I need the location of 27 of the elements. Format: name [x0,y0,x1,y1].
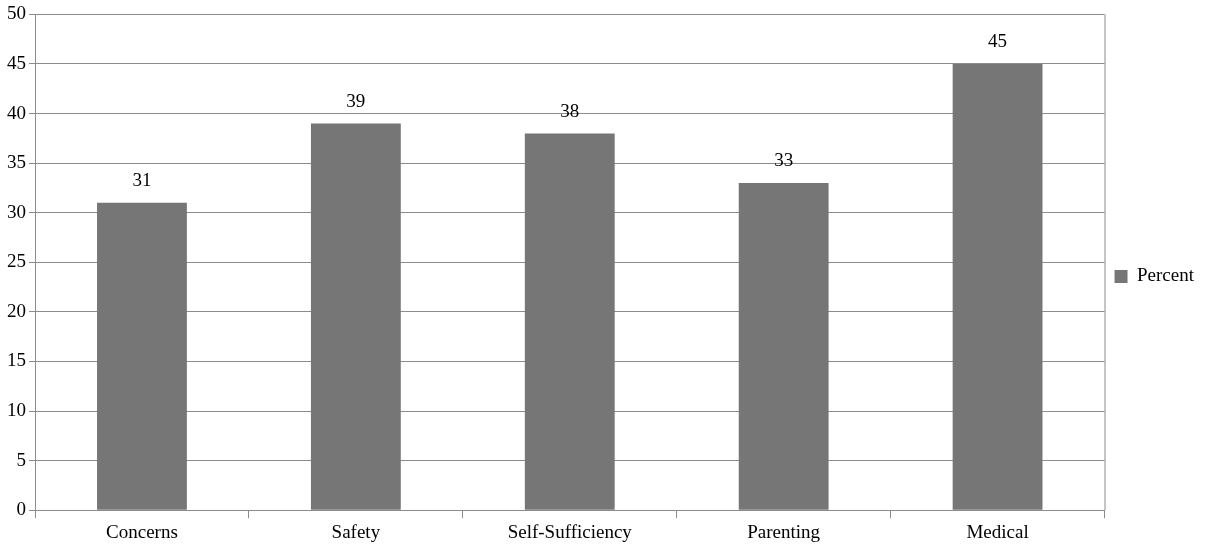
y-tick-label: 45 [7,51,26,73]
data-label: 33 [774,149,794,171]
y-tick-label: 40 [7,101,26,123]
bar [952,63,1043,510]
x-tick-label: Safety [331,520,381,542]
data-label: 38 [560,99,580,121]
y-tick-label: 15 [7,349,26,371]
bar [97,202,187,510]
y-tick-label: 10 [7,399,26,421]
data-label: 31 [132,169,152,191]
y-tick-label: 50 [7,2,26,24]
x-tick-label: Parenting [747,520,821,542]
y-tick-label: 20 [7,299,26,321]
data-label: 45 [988,30,1008,52]
x-tick-label: Concerns [106,520,178,542]
data-label: 39 [346,89,366,111]
x-tick-label: Self-Sufficiency [507,520,633,542]
legend-label: Percent [1137,264,1195,286]
y-tick-label: 30 [7,200,26,222]
y-tick-label: 25 [7,250,26,272]
y-tick-label: 0 [16,498,26,520]
y-tick-label: 35 [7,151,26,173]
y-tick-label: 5 [16,448,26,470]
x-tick-label: Medical [966,520,1029,542]
bar [310,123,401,510]
bar [738,182,829,510]
bar [524,133,615,510]
